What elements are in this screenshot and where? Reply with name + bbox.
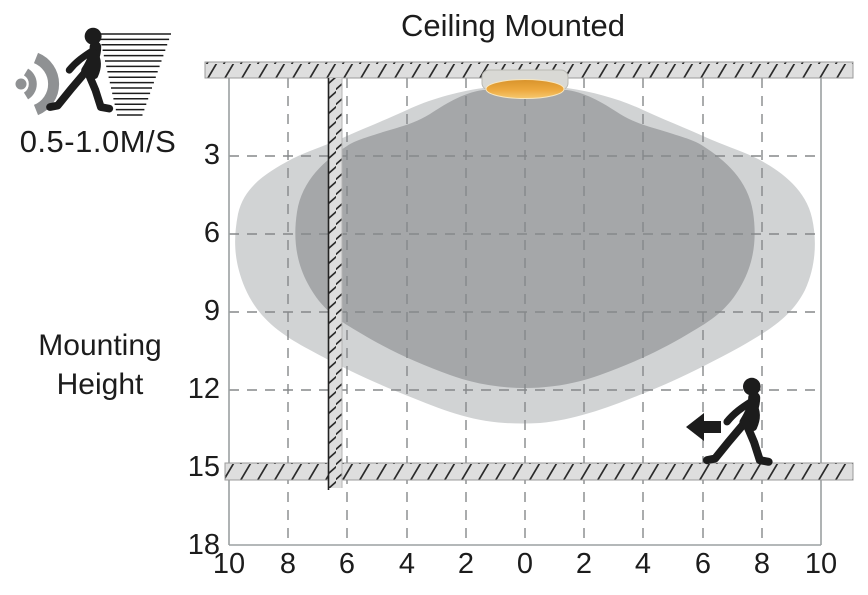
- inner-detection-zone: [295, 90, 755, 388]
- x-tick-left-2: 2: [457, 548, 475, 580]
- x-tick-left-8: 8: [279, 548, 297, 580]
- y-tick-3: 3: [203, 139, 220, 171]
- y-tick-15: 15: [187, 451, 220, 483]
- walking-person-icon: [50, 28, 109, 109]
- wall-column: [327, 78, 343, 490]
- speed-label: 0.5-1.0M/S: [19, 124, 177, 159]
- grid-lines: [229, 78, 821, 545]
- diagram-title: Ceiling Mounted: [400, 8, 626, 43]
- x-tick-0: 0: [516, 548, 534, 580]
- y-tick-18: 18: [187, 529, 220, 561]
- x-tick-right-8: 8: [753, 548, 771, 580]
- x-tick-right-2: 2: [575, 548, 593, 580]
- floor-hatch: [224, 462, 854, 481]
- motion-wave-icon: [15, 52, 60, 116]
- x-tick-left-4: 4: [398, 548, 416, 580]
- left-arrow-icon: [686, 413, 721, 441]
- x-tick-left-6: 6: [338, 548, 356, 580]
- y-axis-label: Mounting Height: [38, 329, 162, 401]
- sensor-lens: [485, 79, 565, 99]
- x-tick-left-10: 10: [212, 548, 246, 580]
- speed-lines-icon: [99, 33, 171, 116]
- x-tick-right-4: 4: [634, 548, 652, 580]
- sensor: [481, 69, 569, 99]
- y-tick-9: 9: [203, 295, 220, 327]
- x-tick-right-6: 6: [694, 548, 712, 580]
- y-tick-12: 12: [187, 373, 220, 405]
- y-tick-6: 6: [203, 217, 220, 249]
- x-tick-right-10: 10: [804, 548, 838, 580]
